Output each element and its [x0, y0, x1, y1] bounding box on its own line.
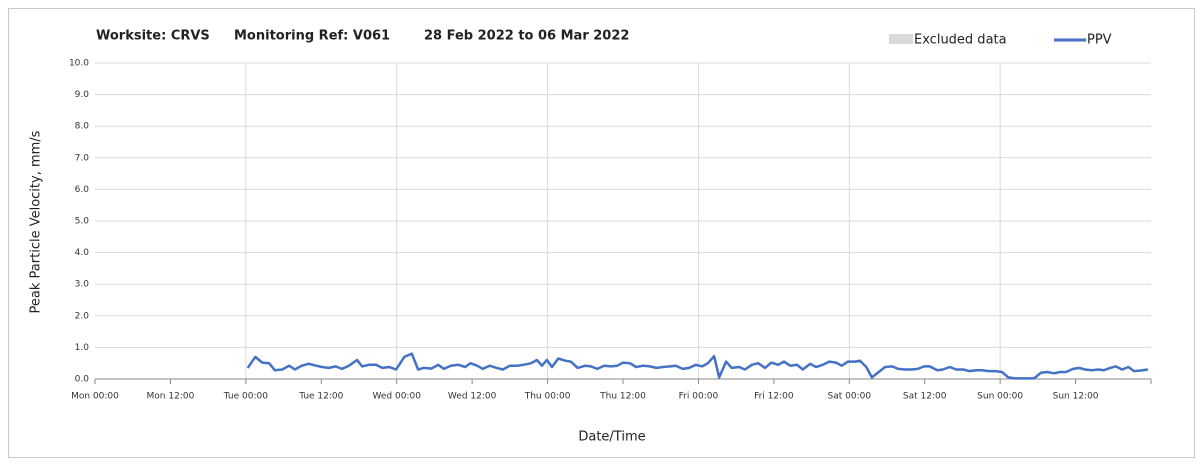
chart-frame: [8, 8, 1195, 458]
y-tick-label: 0.0: [75, 375, 90, 385]
x-tick-label: Tue 00:00: [223, 392, 268, 402]
y-tick-label: 5.0: [75, 217, 90, 227]
y-tick-label: 3.0: [75, 280, 90, 290]
x-tick-label: Fri 00:00: [679, 392, 719, 402]
y-tick-label: 7.0: [75, 153, 90, 163]
y-tick-label: 6.0: [75, 185, 90, 195]
x-tick-label: Mon 00:00: [71, 392, 119, 402]
x-axis-label: Date/Time: [578, 430, 645, 445]
y-tick-label: 1.0: [75, 343, 90, 353]
x-tick-label: Wed 12:00: [448, 392, 497, 402]
y-tick-label: 2.0: [75, 311, 90, 321]
ppv-line: [246, 352, 1149, 380]
y-tick-label: 9.0: [75, 90, 90, 100]
x-tick-label: Thu 00:00: [524, 392, 571, 402]
x-tick-label: Sun 12:00: [1053, 392, 1099, 402]
x-tick-label: Sat 00:00: [828, 392, 872, 402]
legend-label-excluded: Excluded data: [914, 33, 1007, 48]
x-tick-label: Sat 12:00: [903, 392, 947, 402]
x-tick-label: Wed 00:00: [373, 392, 422, 402]
x-tick-label: Fri 12:00: [754, 392, 794, 402]
title-ref: Monitoring Ref: V061: [234, 29, 390, 44]
x-tick-label: Sun 00:00: [977, 392, 1023, 402]
legend-label-ppv: PPV: [1087, 33, 1112, 48]
x-tick-label: Thu 12:00: [599, 392, 646, 402]
y-tick-label: 10.0: [69, 59, 89, 69]
legend-swatch-excluded: [889, 34, 913, 44]
title-worksite: Worksite: CRVS: [96, 29, 210, 44]
title-dates: 28 Feb 2022 to 06 Mar 2022: [424, 29, 629, 44]
y-axis-label: Peak Particle Velocity, mm/s: [29, 130, 44, 313]
y-tick-label: 8.0: [75, 122, 90, 132]
y-tick-label: 4.0: [75, 248, 90, 258]
x-tick-label: Mon 12:00: [147, 392, 195, 402]
x-tick-label: Tue 12:00: [298, 392, 343, 402]
